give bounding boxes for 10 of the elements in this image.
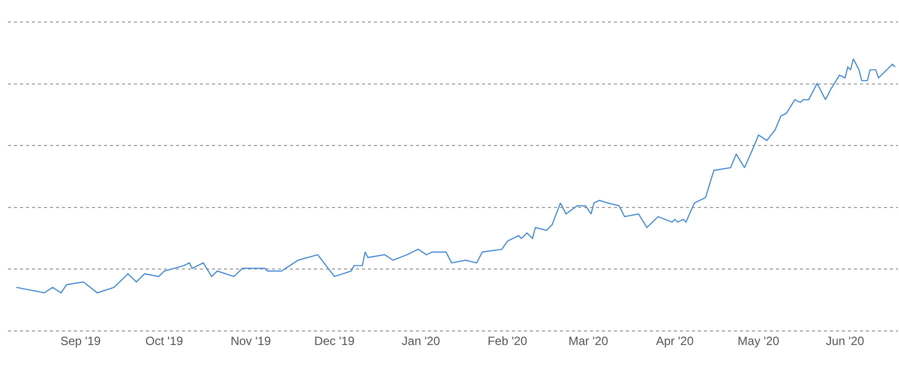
x-tick-label: Sep '19: [60, 334, 102, 348]
x-tick-label: Dec '19: [314, 334, 355, 348]
x-tick-label: Jan '20: [402, 334, 440, 348]
x-tick-label: Nov '19: [230, 334, 272, 348]
x-tick-label: Feb '20: [488, 334, 528, 348]
x-tick-label: Mar '20: [568, 334, 608, 348]
x-tick-label: Oct '19: [145, 334, 184, 348]
x-tick-label: Jun '20: [826, 334, 864, 348]
x-tick-label: May '20: [738, 334, 780, 348]
x-tick-label: Apr '20: [656, 334, 694, 348]
